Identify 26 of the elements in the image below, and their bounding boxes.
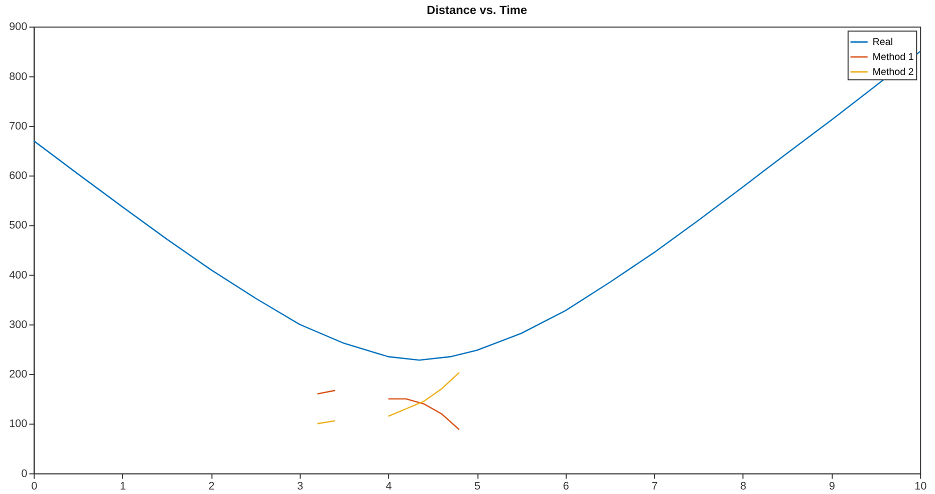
x-tick-label: 7 <box>652 480 658 493</box>
y-tick-label: 900 <box>9 21 28 34</box>
x-tick-label: 1 <box>120 480 126 493</box>
y-tick-label: 0 <box>21 468 28 480</box>
y-tick-label: 600 <box>9 170 28 182</box>
x-tick-label: 2 <box>208 480 215 493</box>
y-tick-label: 500 <box>9 220 28 232</box>
legend-label: Method 2 <box>872 66 914 78</box>
line-series <box>33 50 921 361</box>
y-tick-label: 800 <box>9 70 28 83</box>
x-tick-label: 9 <box>828 480 836 493</box>
legend-label: Real <box>872 37 893 48</box>
x-tick-label: 4 <box>386 480 392 493</box>
x-tick-label: 8 <box>740 480 746 493</box>
x-tick-label: 0 <box>31 480 38 493</box>
y-tick-label: 700 <box>9 120 28 132</box>
chart-title: Distance vs. Time <box>426 2 528 17</box>
x-tick-label: 5 <box>474 480 480 493</box>
y-tick-label: 200 <box>9 368 28 381</box>
x-tick-label: 6 <box>563 480 570 493</box>
x-tick-label: 3 <box>297 480 304 493</box>
x-tick-label: 10 <box>914 480 927 493</box>
y-tick-label: 100 <box>9 418 28 430</box>
legend-label: Method 1 <box>872 52 914 63</box>
y-tick-label: 300 <box>9 318 28 331</box>
y-tick-label: 400 <box>9 269 28 282</box>
